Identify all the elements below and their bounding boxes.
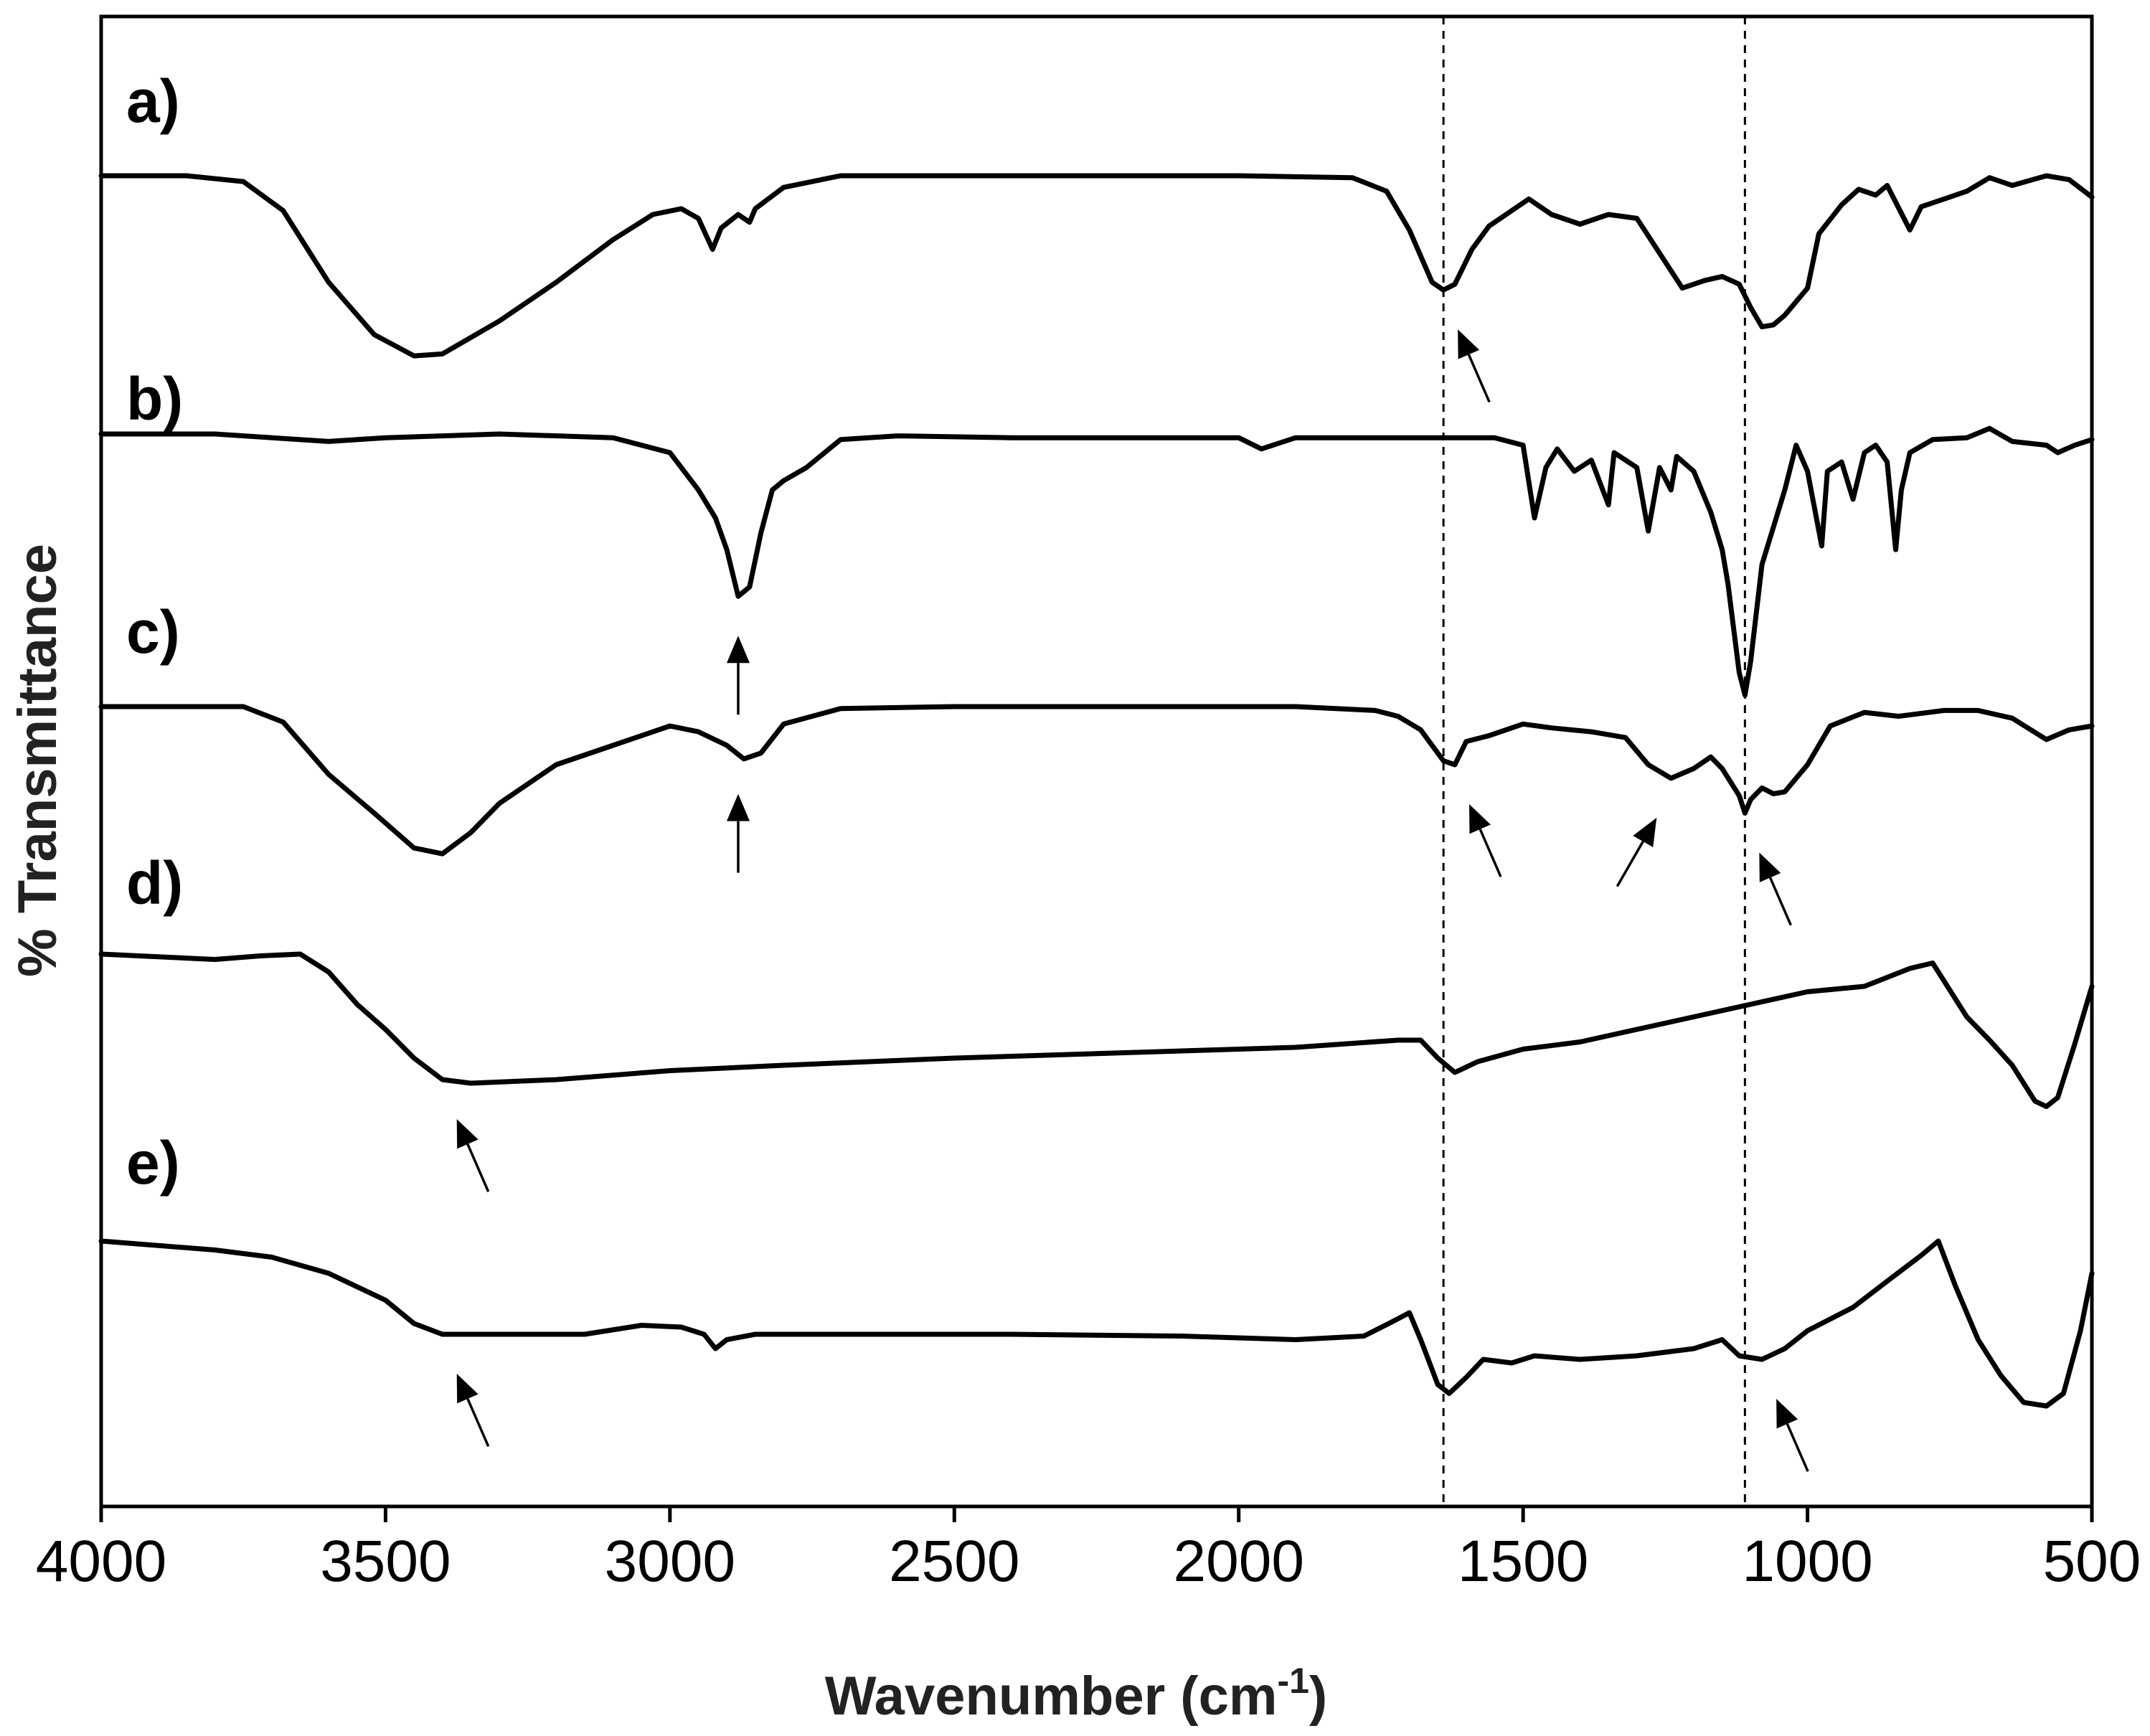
peak-arrow-b-2880 <box>727 636 750 715</box>
panel-label-c: c) <box>126 598 180 666</box>
panel-label-b: b) <box>126 365 183 433</box>
peak-arrow-c-1240 <box>1616 817 1657 887</box>
x-axis-ticks: 4000 3500 3000 2500 2000 1500 1000 500 <box>36 1506 2141 1594</box>
spectrum-d <box>98 951 2095 1109</box>
x-axis-title: Wavenumber (cm-1) <box>825 1661 1327 1727</box>
x-tick-label-2500: 2500 <box>889 1529 1019 1594</box>
spectrum-a <box>98 173 2095 359</box>
peak-arrow-c-2880 <box>727 793 750 873</box>
arrow-shaft <box>1479 829 1502 877</box>
peak-arrow-d-3400 <box>456 1119 490 1192</box>
arrow-shaft <box>1786 1423 1809 1472</box>
peak-arrow-a-1640 <box>1458 329 1491 403</box>
x-tick-label-500: 500 <box>2043 1529 2141 1594</box>
arrow-head <box>727 636 750 664</box>
arrow-head <box>1458 329 1480 359</box>
x-tick-label-1500: 1500 <box>1458 1529 1588 1594</box>
x-tick-label-2000: 2000 <box>1174 1529 1304 1594</box>
spectrum-b <box>98 425 2095 698</box>
arrow-head <box>727 793 750 821</box>
arrow-shaft <box>1467 354 1491 403</box>
panel-label-d: d) <box>126 849 183 917</box>
arrow-shaft <box>466 1398 490 1447</box>
x-tick-label-3000: 3000 <box>605 1529 735 1594</box>
peak-arrow-c-1110 <box>1759 852 1792 926</box>
plot-frame <box>99 14 2094 1509</box>
arrow-shaft <box>1768 877 1792 926</box>
y-axis-title: % Transmittance <box>7 544 68 977</box>
peak-arrow-c-1620 <box>1469 804 1502 877</box>
spectrum-e <box>98 1238 2095 1409</box>
x-axis-title-end: ) <box>1309 1666 1327 1727</box>
panel-label-a: a) <box>126 67 180 135</box>
spectra-curves <box>98 173 2095 1409</box>
peak-arrows <box>456 329 1809 1472</box>
arrow-shaft <box>1616 841 1644 887</box>
x-axis-title-text: Wavenumber (cm <box>825 1666 1278 1727</box>
arrow-head <box>1633 817 1657 847</box>
arrow-head <box>456 1119 478 1149</box>
peak-arrow-e-3400 <box>456 1374 490 1447</box>
arrow-head <box>1759 852 1781 882</box>
arrow-head <box>1469 804 1491 834</box>
arrow-head <box>1776 1399 1798 1429</box>
panel-label-e: e) <box>126 1129 180 1197</box>
reference-lines <box>1442 16 1746 1506</box>
x-tick-label-3500: 3500 <box>320 1529 451 1594</box>
peak-arrow-e-1080 <box>1776 1399 1809 1472</box>
x-axis-title-sup: -1 <box>1277 1661 1309 1701</box>
arrow-head <box>456 1374 478 1404</box>
x-tick-label-4000: 4000 <box>36 1529 166 1594</box>
spectrum-c <box>98 704 2095 857</box>
panel-labels: a) b) c) d) e) <box>126 67 183 1197</box>
x-tick-label-1000: 1000 <box>1742 1529 1872 1594</box>
arrow-shaft <box>466 1143 490 1192</box>
